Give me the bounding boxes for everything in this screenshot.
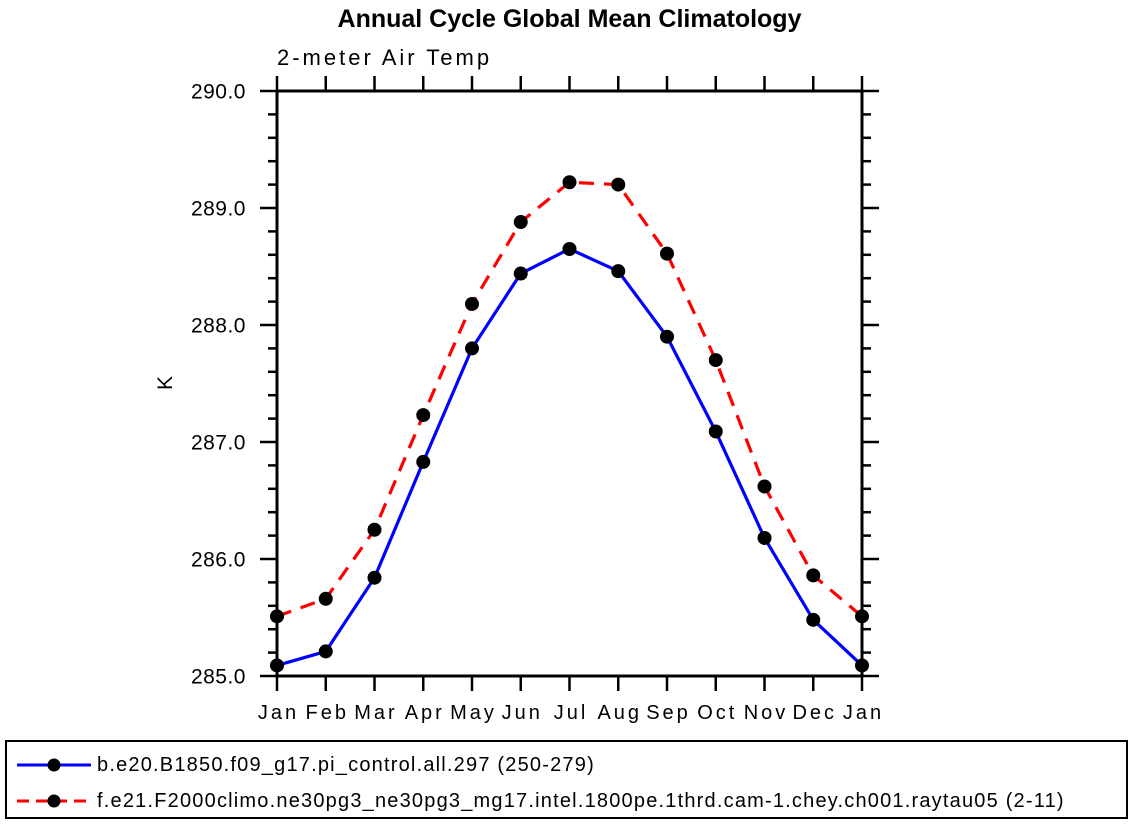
- data-point-marker: [660, 246, 674, 261]
- x-tick-label: Jan: [843, 702, 884, 724]
- legend-entry-pi-control: b.e20.B1850.f09_g17.pi_control.all.297 (…: [14, 754, 595, 776]
- data-point-marker: [855, 658, 869, 673]
- data-point-marker: [757, 530, 772, 545]
- data-point-marker: [562, 175, 577, 190]
- x-tick-label: Jun: [502, 702, 543, 724]
- data-point-marker: [513, 266, 528, 281]
- x-tick-label: Oct: [697, 702, 737, 724]
- data-point-marker: [465, 296, 479, 311]
- x-tick-label: Aug: [597, 702, 642, 724]
- data-point-marker: [562, 241, 577, 256]
- data-point-marker: [855, 609, 869, 624]
- data-point-marker: [513, 215, 528, 230]
- x-tick-label: Sep: [646, 702, 691, 724]
- x-tick-label: Mar: [354, 702, 397, 724]
- data-point-marker: [611, 177, 626, 192]
- y-tick-label: 289.0: [191, 198, 246, 221]
- data-point-marker: [270, 609, 284, 624]
- data-point-marker: [318, 591, 333, 606]
- chart-title: Annual Cycle Global Mean Climatology: [337, 5, 802, 33]
- x-tick-label: Feb: [306, 702, 349, 724]
- data-point-marker: [806, 568, 821, 583]
- data-point-marker: [708, 424, 723, 439]
- legend-label-pi-control: b.e20.B1850.f09_g17.pi_control.all.297 (…: [97, 753, 595, 776]
- data-point-marker: [611, 264, 626, 279]
- series-line-0: [276, 247, 864, 668]
- x-tick-label: Nov: [744, 702, 789, 724]
- x-tick-label: Jul: [554, 702, 589, 724]
- x-tick-label: Dec: [792, 702, 837, 724]
- legend-box: b.e20.B1850.f09_g17.pi_control.all.297 (…: [5, 740, 1128, 819]
- y-tick-label: 285.0: [191, 666, 246, 689]
- x-tick-label: Apr: [405, 702, 445, 724]
- data-point-marker: [660, 329, 674, 344]
- x-tick-label: Jan: [258, 702, 299, 724]
- y-tick-label: 288.0: [191, 315, 246, 338]
- y-tick-label: 286.0: [191, 549, 246, 572]
- data-point-marker: [416, 408, 431, 423]
- data-point-marker: [367, 570, 382, 585]
- y-tick-label: 287.0: [191, 432, 246, 455]
- y-tick-label: 290.0: [191, 81, 246, 104]
- data-point-marker: [708, 353, 723, 368]
- legend-entry-f2000climo: f.e21.F2000climo.ne30pg3_ne30pg3_mg17.in…: [14, 790, 1065, 812]
- legend-line-sample-solid: [17, 758, 91, 772]
- data-point-marker: [367, 522, 382, 537]
- chart-subtitle: 2-meter Air Temp: [277, 45, 493, 70]
- data-point-marker: [416, 454, 431, 469]
- legend-line-sample-dashed: [17, 794, 91, 808]
- legend-label-f2000climo: f.e21.F2000climo.ne30pg3_ne30pg3_mg17.in…: [97, 789, 1065, 812]
- data-point-marker: [757, 479, 772, 494]
- plot-area: 285.0 286.0 287.0 288.0 289.0 290.0 Jan Feb Mar A…: [191, 76, 884, 724]
- data-point-marker: [318, 644, 333, 659]
- data-point-marker: [465, 341, 479, 356]
- data-point-marker: [806, 612, 821, 627]
- data-point-marker: [270, 658, 284, 673]
- x-tick-label: May: [450, 702, 497, 724]
